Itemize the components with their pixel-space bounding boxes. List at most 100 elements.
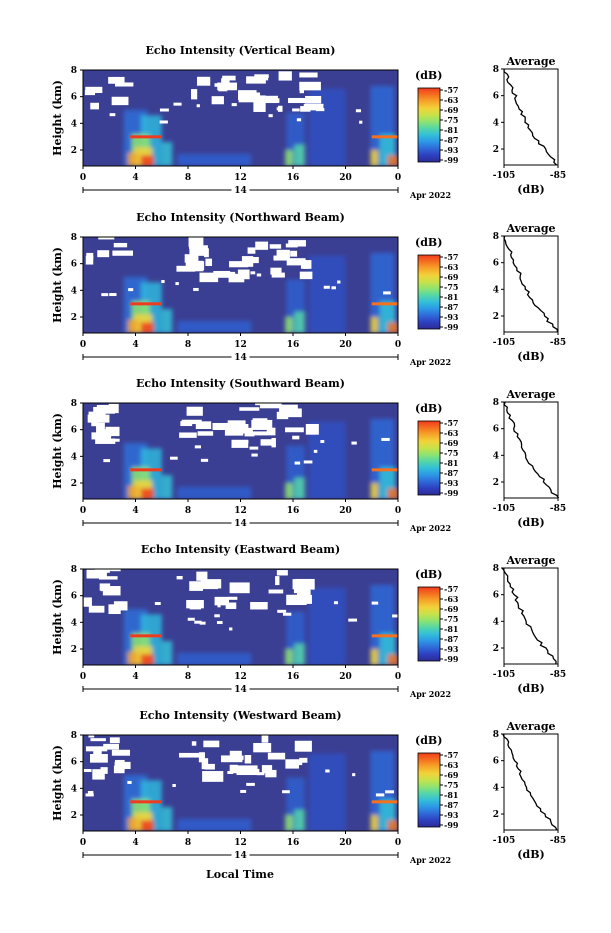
no-data	[159, 108, 169, 112]
missing-data	[84, 71, 363, 124]
y-tick-label: 8	[71, 731, 77, 741]
no-data	[252, 418, 268, 422]
no-data	[247, 247, 256, 254]
no-data	[107, 569, 121, 572]
no-data	[201, 758, 209, 770]
no-data	[111, 96, 129, 106]
echo-cell	[127, 485, 139, 499]
missing-data	[83, 569, 398, 631]
no-data	[85, 255, 94, 265]
echo-cell	[370, 815, 379, 831]
colorbar-tick-label: -87	[444, 634, 458, 644]
no-data	[108, 76, 125, 84]
average-profile-line	[502, 733, 558, 831]
x-axis-label: Local Time	[206, 868, 274, 881]
avg-x-tick-label: -85	[550, 171, 566, 181]
x-tick-label: 16	[287, 340, 300, 350]
echo-cell	[161, 475, 173, 499]
no-data	[253, 101, 266, 112]
no-data	[108, 604, 121, 615]
month-label: Apr 2022	[409, 190, 451, 200]
no-data	[92, 103, 98, 107]
no-data	[92, 769, 105, 780]
no-data	[196, 571, 208, 581]
no-data	[175, 282, 179, 286]
no-data	[198, 752, 205, 763]
no-data	[94, 569, 110, 573]
avg-unit: (dB)	[517, 183, 544, 196]
colorbar-tick-label: -75	[444, 614, 458, 624]
no-data	[303, 103, 324, 111]
no-data	[221, 78, 230, 85]
no-data	[109, 737, 120, 744]
echo-cell	[161, 142, 173, 166]
colorbar-tick-label: -69	[444, 604, 459, 614]
no-data	[297, 589, 311, 596]
echo-cell	[177, 321, 251, 333]
x-tick-label: 8	[185, 340, 191, 350]
y-tick-label: 2	[71, 146, 77, 156]
no-data	[250, 602, 268, 610]
no-data	[192, 237, 199, 246]
no-data	[381, 437, 390, 441]
no-data	[172, 784, 176, 788]
no-data	[300, 260, 312, 269]
no-data	[189, 246, 205, 256]
colorbar-tick-label: -81	[444, 125, 458, 135]
bright-band	[130, 800, 162, 804]
y-tick-label: 6	[71, 592, 77, 602]
no-data	[299, 72, 318, 78]
avg-x-tick-label: -85	[550, 670, 566, 680]
no-data	[246, 76, 266, 84]
no-data	[290, 250, 298, 257]
no-data	[113, 242, 128, 248]
no-data	[224, 425, 244, 436]
echo-cell	[285, 317, 293, 333]
no-data	[191, 89, 198, 100]
no-data	[211, 96, 224, 105]
echo-cell	[285, 150, 293, 166]
y-tick-label: 6	[71, 260, 77, 270]
no-data	[282, 790, 290, 794]
y-tick-label: 8	[71, 66, 77, 76]
avg-x-tick-label: -105	[493, 504, 516, 514]
bright-band	[130, 135, 162, 139]
x-tick-label: 8	[185, 838, 191, 848]
no-data	[305, 95, 322, 104]
y-tick-label: 4	[71, 618, 77, 628]
y-axis-label: Height (km)	[51, 247, 64, 323]
average-frame	[503, 401, 559, 499]
no-data	[90, 738, 106, 742]
y-tick-label: 2	[71, 811, 77, 821]
no-data	[261, 98, 280, 103]
echo-cell	[308, 587, 346, 665]
colorbar-tick-label: -63	[444, 95, 459, 105]
no-data	[88, 605, 105, 613]
heatmap	[83, 70, 398, 166]
x-tick-label: 16	[287, 173, 300, 183]
no-data	[115, 82, 134, 87]
avg-y-tick-label: 6	[493, 259, 499, 269]
no-data	[248, 431, 268, 436]
colorbar-tick-label: -63	[444, 760, 459, 770]
colorbar-tick-label: -99	[444, 488, 459, 498]
colorbar-tick-label: -69	[444, 272, 459, 282]
no-data	[355, 109, 362, 113]
y-tick-label: 2	[71, 645, 77, 655]
no-data	[205, 258, 213, 266]
no-data	[285, 243, 298, 248]
colorbar-tick-label: -93	[444, 478, 459, 488]
x-tick-label: 12	[234, 506, 247, 516]
average-title: Average	[505, 554, 555, 567]
panel-4: Echo Intensity (Westward Beam) 2 4 6 8 Height…	[51, 709, 566, 865]
no-data	[337, 280, 341, 284]
no-data	[288, 97, 309, 104]
no-data	[195, 421, 212, 430]
heatmap	[83, 735, 398, 831]
x-tick-label: 8	[185, 173, 191, 183]
x-tick-label: 20	[339, 672, 352, 682]
no-data	[199, 272, 219, 283]
colorbar-tick-label: -99	[444, 820, 459, 830]
echo-cell	[285, 649, 293, 665]
